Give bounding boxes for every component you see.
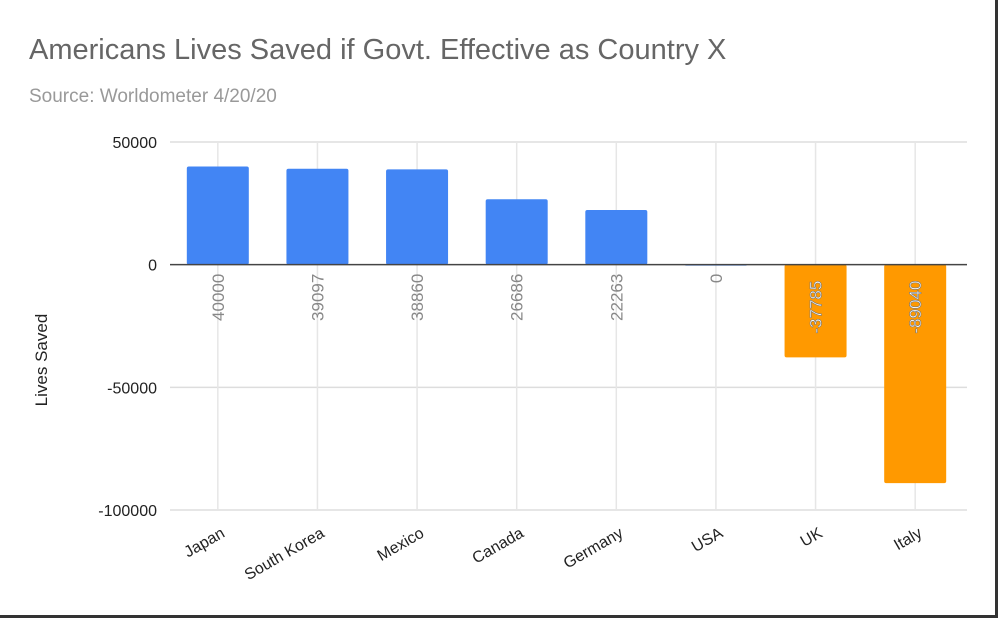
data-label: 0 (707, 274, 726, 283)
x-tick-label: USA (689, 525, 726, 556)
data-label: 26686 (508, 274, 527, 321)
x-tick-label: UK (798, 525, 826, 551)
chart-title: Americans Lives Saved if Govt. Effective… (29, 34, 727, 66)
x-tick-label: Japan (182, 525, 228, 562)
bar-japan (186, 166, 249, 265)
data-label: 22263 (607, 274, 626, 321)
x-tick-label: Canada (470, 525, 527, 568)
y-tick-label: 0 (148, 258, 157, 275)
x-tick-label: South Korea (242, 525, 328, 584)
y-tick-label: 50000 (113, 135, 158, 152)
bar-mexico (386, 169, 449, 265)
data-label: -89040 (906, 281, 925, 334)
bar-south-korea (286, 168, 349, 265)
data-label: 38860 (408, 274, 427, 321)
bar-italy (884, 264, 947, 484)
x-tick-label: Italy (891, 525, 925, 554)
x-tick-label: Mexico (375, 525, 427, 565)
bar-uk (784, 264, 847, 358)
y-axis-title: Lives Saved (32, 314, 51, 407)
data-label: 39097 (308, 274, 327, 321)
data-label: 40000 (209, 274, 228, 321)
bar-canada (485, 199, 548, 265)
data-label: -37785 (807, 281, 826, 334)
bar-germany (585, 210, 648, 265)
chart-subtitle: Source: Worldometer 4/20/20 (29, 86, 277, 107)
x-tick-label: Germany (561, 525, 626, 573)
y-tick-label: -100000 (98, 503, 157, 520)
y-tick-label: -50000 (107, 380, 157, 397)
